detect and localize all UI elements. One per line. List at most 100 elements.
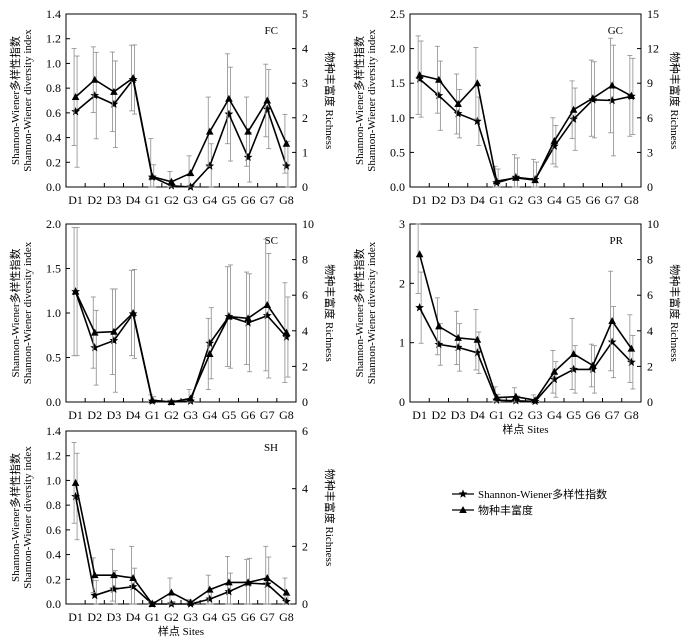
left-axis-title-en: Shannon-Wiener diversity index xyxy=(22,241,34,384)
data-point xyxy=(205,127,214,135)
data-point xyxy=(550,367,559,375)
data-point xyxy=(435,75,443,83)
data-point xyxy=(225,312,233,320)
left-tick-label: 2.0 xyxy=(390,42,405,56)
data-point xyxy=(550,136,559,144)
x-tick-label: G6 xyxy=(586,408,601,422)
x-tick-label: G5 xyxy=(222,610,237,624)
data-point xyxy=(453,342,463,352)
data-point xyxy=(128,582,138,591)
panel-label: PR xyxy=(610,235,624,247)
data-point xyxy=(167,181,176,190)
legend-label: Shannon-Wiener多样性指数 xyxy=(478,487,607,501)
data-point xyxy=(205,349,214,357)
legend-marker-triangle xyxy=(459,506,467,513)
right-tick-label: 6 xyxy=(302,424,308,438)
x-tick-label: D1 xyxy=(68,193,83,207)
x-tick-label: D4 xyxy=(126,193,141,207)
left-tick-label: 0.0 xyxy=(46,395,61,409)
data-point xyxy=(224,587,234,596)
data-point xyxy=(454,99,462,107)
left-tick-label: 2 xyxy=(399,276,405,290)
right-tick-label: 2 xyxy=(302,111,308,125)
left-tick-label: 0.5 xyxy=(390,145,405,159)
data-point xyxy=(531,176,539,184)
right-tick-label: 4 xyxy=(647,324,653,338)
x-tick-label: G8 xyxy=(279,610,294,624)
x-tick-label: D1 xyxy=(68,408,83,422)
panel-fc: 0.0 0.2 0.4 0.6 0.8 1.0 1.2 1.4 0 1 2 3 4 5 D1 D2 D3 D4 G1… xyxy=(8,7,337,207)
x-tick-label: G5 xyxy=(222,193,237,207)
x-tick-label: G5 xyxy=(566,193,581,207)
data-point xyxy=(244,314,252,322)
data-point xyxy=(473,79,482,87)
data-point xyxy=(186,169,195,177)
right-tick-label: 2 xyxy=(302,539,308,553)
left-tick-label: 3 xyxy=(399,217,405,231)
data-point xyxy=(569,114,578,123)
data-point xyxy=(71,93,80,101)
left-tick-label: 0.4 xyxy=(46,131,61,145)
right-tick-label: 4 xyxy=(302,42,308,56)
data-point xyxy=(110,327,118,335)
left-tick-label: 1.0 xyxy=(46,306,61,320)
data-point xyxy=(262,311,272,320)
data-point xyxy=(186,182,195,191)
panel-label: SH xyxy=(264,442,278,454)
data-point xyxy=(129,74,137,82)
data-point xyxy=(282,328,291,336)
data-point xyxy=(454,333,462,341)
left-tick-label: 0.8 xyxy=(46,498,61,512)
x-tick-label: D3 xyxy=(107,610,122,624)
data-point xyxy=(148,600,157,607)
data-point xyxy=(90,90,100,100)
right-tick-label: 0 xyxy=(302,180,308,194)
data-point xyxy=(263,574,272,582)
x-tick-label: D1 xyxy=(412,408,427,422)
left-tick-label: 1.5 xyxy=(390,76,405,90)
data-point xyxy=(607,95,617,105)
x-axis-title: 样点 Sites xyxy=(502,422,548,436)
x-tick-label: G8 xyxy=(624,408,639,422)
left-tick-label: 1.5 xyxy=(46,262,61,276)
x-tick-label: G4 xyxy=(202,408,217,422)
left-tick-label: 1.2 xyxy=(46,449,61,463)
data-point xyxy=(71,107,80,116)
x-tick-label: D4 xyxy=(126,610,141,624)
series-star xyxy=(415,40,636,188)
left-tick-label: 0.6 xyxy=(46,106,61,120)
x-tick-label: G1 xyxy=(145,193,160,207)
series-line xyxy=(74,482,287,606)
right-tick-label: 12 xyxy=(647,42,659,56)
series-triangle xyxy=(71,44,291,188)
left-tick-label: 1 xyxy=(399,336,405,350)
left-axis-title-zh: Shannon-Wiener多样性指数 xyxy=(8,36,22,165)
series-line xyxy=(75,76,288,183)
data-point xyxy=(473,335,482,343)
x-tick-label: G8 xyxy=(624,193,639,207)
data-point xyxy=(415,74,424,83)
left-axis-title-zh: Shannon-Wiener多样性指数 xyxy=(8,248,22,377)
series-line xyxy=(74,291,287,403)
right-tick-label: 0 xyxy=(302,395,308,409)
right-tick-label: 6 xyxy=(647,111,653,125)
data-point xyxy=(415,250,424,258)
data-point xyxy=(512,392,520,400)
series-line xyxy=(419,74,632,183)
x-tick-label: D1 xyxy=(68,610,83,624)
left-axis-title-en: Shannon-Wiener diversity index xyxy=(366,241,378,384)
data-point xyxy=(511,396,521,405)
left-tick-label: 0.4 xyxy=(46,548,61,562)
x-tick-label: G8 xyxy=(279,408,294,422)
data-point xyxy=(90,328,99,336)
panel-gc: 0.0 0.5 1.0 1.5 2.0 2.5 0 3 6 9 12 15 D1 D2 D3 D4 G1 G2 G3… xyxy=(352,7,682,207)
x-tick-label: D3 xyxy=(451,408,466,422)
data-point xyxy=(90,590,100,600)
right-tick-label: 2 xyxy=(302,359,308,373)
data-point xyxy=(415,71,424,79)
right-tick-label: 4 xyxy=(302,482,308,496)
data-point xyxy=(550,374,559,384)
series-line xyxy=(74,496,287,605)
series-star xyxy=(71,452,291,608)
